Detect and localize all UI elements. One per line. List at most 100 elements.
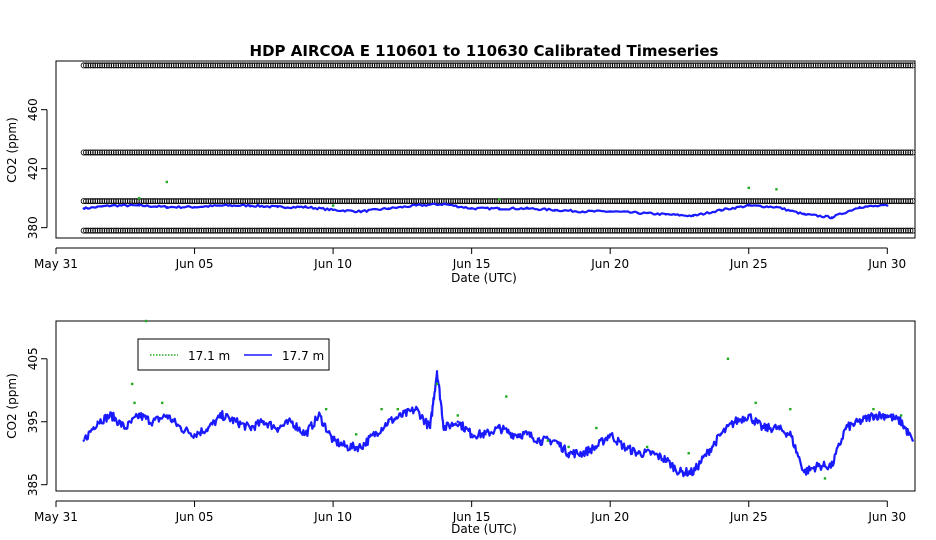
reference-marker [249, 227, 256, 234]
reference-marker [166, 62, 173, 69]
reference-marker [731, 62, 738, 69]
reference-marker [283, 149, 290, 156]
reference-marker [750, 198, 757, 205]
data-point [761, 426, 764, 430]
reference-marker [738, 149, 745, 156]
reference-marker [588, 198, 595, 205]
reference-marker [92, 198, 99, 205]
data-point [396, 407, 399, 411]
reference-marker [487, 198, 494, 205]
reference-marker [694, 198, 701, 205]
reference-marker [847, 227, 854, 234]
y-tick-label: 420 [26, 157, 40, 180]
reference-marker [639, 227, 646, 234]
reference-marker [177, 227, 184, 234]
reference-marker [551, 227, 558, 234]
reference-marker [902, 198, 909, 205]
reference-marker [798, 227, 805, 234]
reference-marker [484, 198, 491, 205]
reference-marker [267, 62, 274, 69]
reference-marker [159, 149, 166, 156]
reference-marker [521, 149, 528, 156]
reference-marker [618, 198, 625, 205]
reference-marker [729, 198, 736, 205]
reference-marker [551, 149, 558, 156]
reference-marker [339, 62, 346, 69]
reference-marker [438, 62, 445, 69]
reference-marker [681, 149, 688, 156]
reference-marker [708, 227, 715, 234]
reference-marker [861, 198, 868, 205]
reference-marker [461, 227, 468, 234]
reference-marker [475, 149, 482, 156]
reference-marker [170, 149, 177, 156]
data-point [858, 205, 861, 209]
reference-marker [879, 227, 886, 234]
reference-marker [149, 227, 156, 234]
reference-marker [678, 198, 685, 205]
reference-marker [648, 62, 655, 69]
reference-marker [184, 198, 191, 205]
reference-marker [757, 227, 764, 234]
reference-marker [94, 149, 101, 156]
reference-marker [489, 62, 496, 69]
reference-marker [427, 227, 434, 234]
data-marks [82, 319, 914, 480]
reference-marker [99, 198, 106, 205]
reference-marker [272, 62, 279, 69]
reference-marker [330, 227, 337, 234]
reference-marker [348, 198, 355, 205]
reference-marker [524, 62, 531, 69]
reference-marker [886, 198, 893, 205]
reference-marker [554, 149, 561, 156]
reference-marker [373, 198, 380, 205]
reference-marker [780, 227, 787, 234]
reference-marker [877, 227, 884, 234]
reference-marker [175, 227, 182, 234]
data-point [525, 433, 529, 436]
reference-marker [482, 227, 489, 234]
data-point [911, 439, 914, 442]
reference-marker [496, 62, 503, 69]
reference-marker [838, 149, 845, 156]
reference-marker [369, 227, 376, 234]
reference-marker [701, 149, 708, 156]
data-point [144, 319, 148, 323]
reference-marker [833, 62, 840, 69]
reference-marker [572, 149, 579, 156]
reference-marker [235, 62, 242, 69]
reference-marker [343, 198, 350, 205]
reference-marker [646, 62, 653, 69]
reference-marker [641, 227, 648, 234]
reference-marker [168, 198, 175, 205]
reference-marker [561, 227, 568, 234]
reference-marker [863, 62, 870, 69]
data-point [678, 470, 681, 474]
reference-marker [540, 198, 547, 205]
reference-marker [847, 198, 854, 205]
reference-marker [835, 62, 842, 69]
reference-marker [406, 198, 413, 205]
reference-marker [754, 149, 761, 156]
reference-marker [551, 198, 558, 205]
reference-marker [85, 62, 92, 69]
reference-marker [752, 149, 759, 156]
reference-marker [660, 62, 667, 69]
reference-marker [741, 62, 748, 69]
reference-marker [99, 227, 106, 234]
reference-marker [565, 198, 572, 205]
data-point [165, 205, 169, 209]
reference-marker [216, 62, 223, 69]
x-tick-label: Jun 30 [867, 510, 906, 524]
reference-marker [805, 149, 812, 156]
reference-marker [831, 62, 838, 69]
reference-marker [849, 62, 856, 69]
reference-marker [265, 227, 272, 234]
reference-marker [838, 62, 845, 69]
reference-marker [778, 227, 785, 234]
reference-marker [595, 62, 602, 69]
reference-marker [443, 227, 450, 234]
data-point [137, 414, 141, 417]
reference-marker [337, 62, 344, 69]
reference-marker [630, 62, 637, 69]
